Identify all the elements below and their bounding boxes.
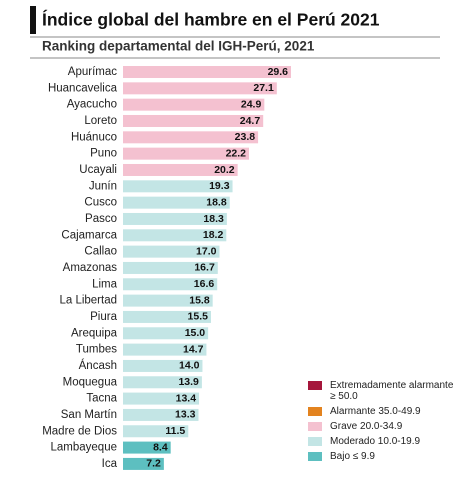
- bar: [123, 278, 218, 291]
- legend-swatch: [308, 422, 322, 431]
- legend-item: Alarmante 35.0-49.9: [308, 406, 468, 417]
- category-label: Ica: [102, 458, 118, 470]
- bar: [123, 392, 200, 405]
- value-label: 20.2: [214, 164, 235, 176]
- category-label: Lima: [92, 278, 118, 290]
- legend-label: Bajo ≤ 9.9: [330, 451, 375, 462]
- bar: [123, 82, 277, 95]
- category-label: Ucayali: [79, 164, 117, 176]
- value-label: 24.9: [241, 98, 262, 110]
- legend-swatch: [308, 452, 322, 461]
- category-label: Ayacucho: [67, 99, 117, 111]
- legend: Extremadamente alarmante ≥ 50.0 Alarmante…: [308, 380, 468, 466]
- bar: [123, 359, 203, 372]
- category-label: Arequipa: [71, 327, 118, 339]
- bar: [123, 294, 213, 307]
- category-label: San Martín: [61, 409, 117, 421]
- value-label: 16.7: [194, 262, 215, 274]
- bar: [123, 66, 291, 78]
- value-label: 15.0: [185, 327, 206, 339]
- category-label: La Libertad: [59, 295, 117, 307]
- legend-swatch: [308, 407, 322, 416]
- value-label: 13.9: [178, 376, 199, 388]
- category-label: Puno: [90, 148, 117, 160]
- value-label: 23.8: [235, 131, 256, 143]
- bar: [123, 163, 238, 176]
- legend-label: Grave 20.0-34.9: [330, 421, 403, 432]
- bar: [123, 327, 209, 340]
- value-label: 18.2: [203, 229, 224, 241]
- category-label: Madre de Dios: [42, 425, 117, 437]
- value-label: 8.4: [153, 441, 168, 453]
- category-label: Áncash: [79, 359, 117, 372]
- value-label: 29.6: [268, 66, 289, 78]
- legend-label: Alarmante 35.0-49.9: [330, 406, 421, 417]
- legend-label: Moderado 10.0-19.9: [330, 436, 421, 447]
- category-label: Moquegua: [63, 376, 118, 388]
- value-label: 27.1: [253, 82, 274, 94]
- legend-item: Bajo ≤ 9.9: [308, 451, 468, 462]
- bar: [123, 245, 220, 258]
- category-label: Callao: [84, 246, 117, 258]
- bar: [123, 131, 259, 144]
- bar: [123, 343, 207, 356]
- chart-subtitle: Ranking departamental del IGH-Perú, 2021: [42, 39, 315, 54]
- value-label: 24.7: [240, 115, 261, 127]
- bar: [123, 376, 202, 389]
- value-label: 7.2: [146, 458, 161, 470]
- legend-swatch: [308, 437, 322, 446]
- category-label: Lambayeque: [51, 442, 118, 454]
- value-label: 13.4: [176, 392, 197, 404]
- value-label: 19.3: [209, 180, 230, 192]
- category-label: Piura: [90, 311, 117, 323]
- value-label: 15.8: [189, 294, 210, 306]
- legend-item: Grave 20.0-34.9: [308, 421, 468, 432]
- category-label: Junín: [89, 180, 117, 192]
- category-label: Huánuco: [71, 131, 117, 143]
- bar: [123, 408, 199, 421]
- legend-item: Extremadamente alarmante ≥ 50.0: [308, 380, 468, 402]
- value-label: 17.0: [196, 245, 217, 257]
- bar: [123, 425, 189, 438]
- legend-swatch: [308, 381, 322, 390]
- value-label: 15.5: [188, 311, 209, 323]
- value-label: 14.0: [179, 360, 200, 372]
- value-label: 13.3: [175, 409, 196, 421]
- category-label: Cusco: [84, 197, 117, 209]
- legend-label: Extremadamente alarmante ≥ 50.0: [330, 380, 454, 402]
- bar: [123, 212, 227, 225]
- value-label: 22.2: [226, 147, 247, 159]
- title-accent: [30, 6, 36, 34]
- category-label: Cajamarca: [61, 229, 117, 241]
- value-label: 11.5: [165, 425, 185, 437]
- bar: [123, 98, 265, 111]
- bar: [123, 180, 233, 193]
- bar: [123, 147, 249, 160]
- value-label: 18.3: [203, 213, 224, 225]
- category-label: Amazonas: [63, 262, 118, 274]
- value-label: 16.6: [194, 278, 215, 290]
- bar: [123, 114, 264, 127]
- chart-title: Índice global del hambre en el Perú 2021: [42, 9, 380, 30]
- legend-item: Moderado 10.0-19.9: [308, 436, 468, 447]
- category-label: Pasco: [85, 213, 117, 225]
- value-label: 18.8: [206, 196, 227, 208]
- value-label: 14.7: [183, 343, 204, 355]
- category-label: Tumbes: [76, 344, 117, 356]
- category-label: Apurímac: [68, 66, 117, 78]
- category-label: Loreto: [84, 115, 117, 127]
- bar: [123, 310, 211, 323]
- bar: [123, 441, 171, 454]
- bar: [123, 196, 230, 209]
- bar: [123, 261, 218, 274]
- bar: [123, 457, 164, 470]
- bar: [123, 229, 227, 242]
- category-label: Tacna: [86, 393, 117, 405]
- category-label: Huancavelica: [48, 82, 118, 94]
